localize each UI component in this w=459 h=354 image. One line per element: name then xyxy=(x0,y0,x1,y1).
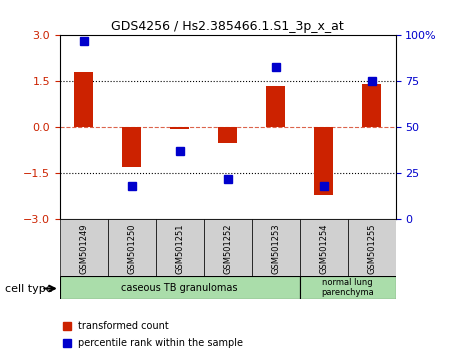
Text: GSM501249: GSM501249 xyxy=(79,223,88,274)
FancyBboxPatch shape xyxy=(107,219,156,276)
FancyBboxPatch shape xyxy=(299,276,395,299)
Bar xyxy=(74,72,93,127)
Text: GSM501250: GSM501250 xyxy=(127,223,136,274)
Bar xyxy=(170,127,189,129)
Bar xyxy=(265,86,285,127)
FancyBboxPatch shape xyxy=(203,219,251,276)
Text: GSM501252: GSM501252 xyxy=(223,223,232,274)
FancyBboxPatch shape xyxy=(347,219,395,276)
FancyBboxPatch shape xyxy=(156,219,203,276)
Text: GSM501254: GSM501254 xyxy=(319,223,327,274)
Text: GSM501253: GSM501253 xyxy=(271,223,280,274)
FancyBboxPatch shape xyxy=(60,219,107,276)
Title: GDS4256 / Hs2.385466.1.S1_3p_x_at: GDS4256 / Hs2.385466.1.S1_3p_x_at xyxy=(111,20,343,33)
Bar xyxy=(122,127,141,167)
FancyBboxPatch shape xyxy=(251,219,299,276)
FancyBboxPatch shape xyxy=(299,219,347,276)
Bar xyxy=(218,127,237,143)
Text: percentile rank within the sample: percentile rank within the sample xyxy=(78,338,243,348)
Bar xyxy=(313,127,332,195)
FancyBboxPatch shape xyxy=(60,276,299,299)
Text: caseous TB granulomas: caseous TB granulomas xyxy=(121,282,237,293)
Bar xyxy=(361,85,381,127)
Text: transformed count: transformed count xyxy=(78,321,168,331)
Text: GSM501255: GSM501255 xyxy=(366,223,375,274)
Text: GSM501251: GSM501251 xyxy=(175,223,184,274)
Text: cell type: cell type xyxy=(5,284,52,293)
Text: normal lung
parenchyma: normal lung parenchyma xyxy=(320,278,373,297)
